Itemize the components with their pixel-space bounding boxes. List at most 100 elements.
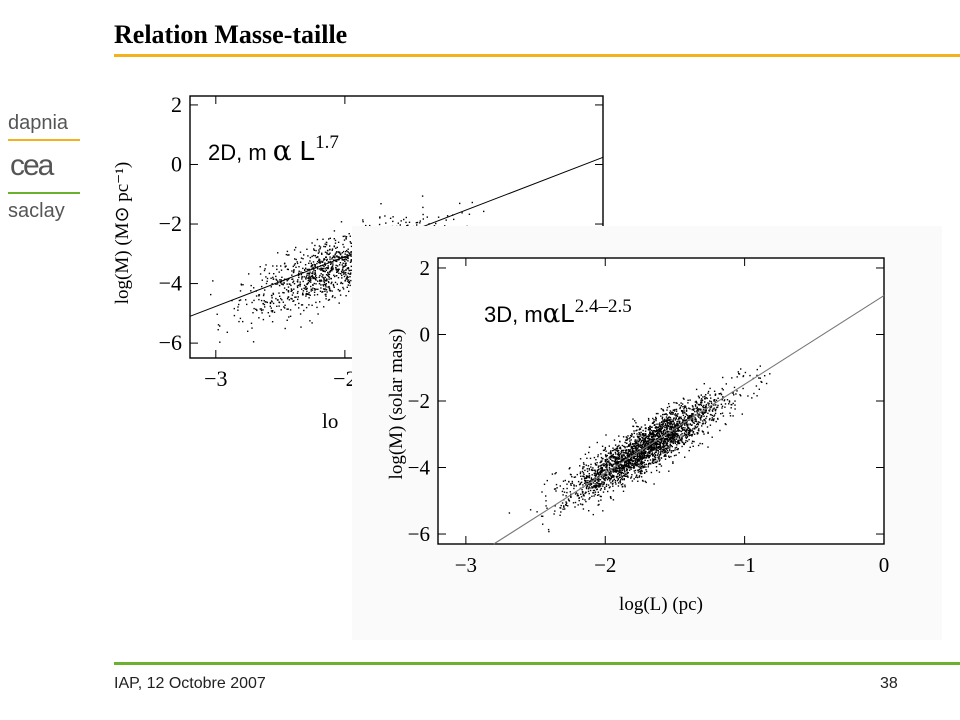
data-point (623, 455, 625, 457)
data-point (293, 271, 295, 273)
data-point (600, 495, 602, 498)
data-point (345, 278, 347, 280)
data-point (328, 298, 331, 301)
data-point (675, 423, 678, 425)
data-point (321, 260, 323, 263)
data-point (667, 422, 670, 424)
data-point (606, 465, 608, 468)
data-point (278, 301, 281, 304)
data-point (555, 472, 557, 474)
data-point (649, 450, 651, 452)
alpha-symbol: α (543, 299, 561, 329)
data-point (711, 409, 714, 411)
data-point (615, 447, 617, 450)
data-point (340, 221, 343, 223)
data-point (629, 440, 631, 442)
data-point (692, 409, 695, 411)
data-point (660, 441, 662, 443)
data-point (678, 452, 680, 454)
data-point (323, 265, 325, 268)
data-point (633, 451, 635, 453)
data-point (335, 268, 337, 271)
data-point (670, 418, 672, 421)
data-point (610, 450, 612, 452)
data-point (630, 447, 632, 449)
data-point (318, 245, 321, 247)
data-point (665, 455, 667, 457)
data-point (664, 433, 667, 435)
data-point (344, 258, 346, 261)
data-point (611, 474, 614, 476)
data-point (638, 437, 640, 439)
data-point (324, 243, 326, 245)
data-point (615, 469, 618, 472)
data-point (261, 312, 263, 314)
data-point (315, 249, 317, 252)
data-point (658, 427, 661, 430)
data-point (340, 282, 342, 285)
data-point (608, 461, 610, 464)
data-point (226, 331, 228, 333)
data-point (673, 454, 676, 457)
data-point (719, 429, 721, 432)
data-point (605, 483, 608, 486)
data-point (591, 474, 593, 476)
data-point (641, 444, 644, 446)
data-point (603, 449, 605, 451)
data-point (630, 452, 632, 454)
data-point (621, 472, 624, 474)
data-point (668, 455, 670, 457)
data-point (711, 417, 713, 419)
data-point (574, 493, 577, 495)
data-point (307, 255, 309, 257)
data-point (621, 444, 624, 447)
data-point (637, 436, 639, 439)
x-axis-label: log(L) (pc) (619, 594, 703, 615)
data-point (350, 245, 353, 248)
data-point (559, 514, 561, 516)
data-point (642, 451, 645, 453)
y-tick-label: 0 (420, 322, 431, 346)
data-point (657, 447, 659, 450)
data-point (715, 420, 717, 423)
data-point (311, 272, 313, 274)
data-point (285, 265, 287, 267)
data-point (609, 496, 612, 498)
data-point (668, 405, 671, 408)
data-point (643, 452, 645, 454)
data-point (329, 269, 332, 272)
data-point (565, 504, 567, 506)
data-point (329, 245, 331, 247)
data-point (669, 443, 672, 445)
data-point (652, 454, 655, 456)
data-point (627, 460, 629, 462)
data-point (688, 449, 690, 452)
data-point (655, 426, 657, 428)
data-point (671, 424, 674, 426)
data-point (345, 295, 347, 297)
data-point (616, 453, 619, 455)
data-point (619, 458, 621, 460)
data-point (653, 419, 655, 421)
data-point (626, 471, 628, 473)
data-point (556, 487, 558, 489)
data-point (337, 259, 339, 261)
data-point (337, 241, 340, 243)
data-point (681, 412, 684, 414)
data-point (681, 410, 684, 412)
data-point (281, 299, 283, 301)
data-point (305, 278, 307, 280)
data-point (313, 269, 315, 271)
data-point (705, 411, 707, 413)
data-point (298, 307, 300, 309)
data-point (610, 452, 612, 454)
data-point (583, 463, 585, 466)
data-point (651, 453, 654, 455)
data-point (681, 427, 683, 429)
data-point (674, 408, 676, 411)
data-point (585, 481, 587, 484)
data-point (587, 476, 590, 478)
data-point (614, 458, 617, 461)
data-point (674, 449, 676, 451)
data-point (322, 288, 325, 290)
